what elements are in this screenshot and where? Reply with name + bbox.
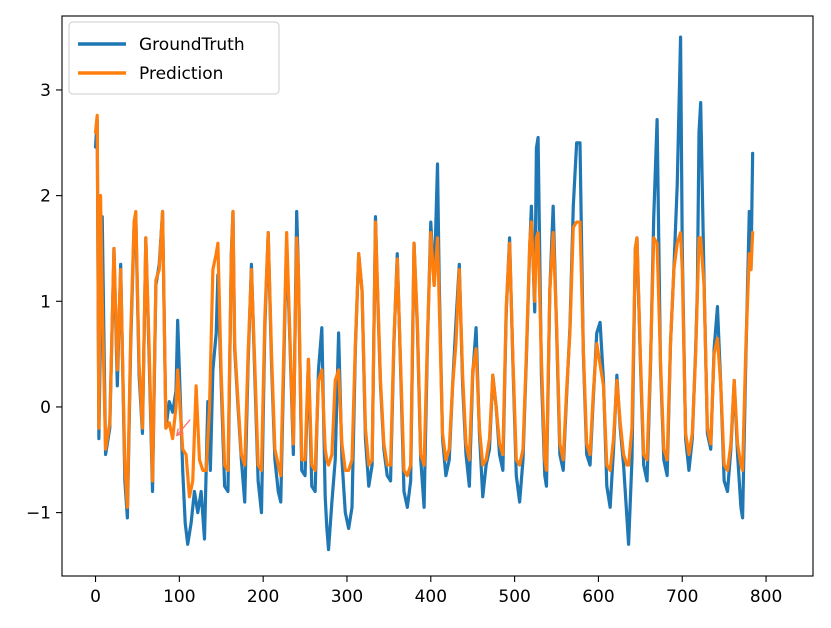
- series-line-prediction: [93, 113, 755, 509]
- y-tick-label: −1: [26, 504, 51, 524]
- x-tick-label: 500: [498, 587, 530, 607]
- x-tick-label: 800: [750, 587, 782, 607]
- x-axis: 0 100 200 300 400 500 600 700 800: [90, 576, 782, 607]
- legend-label-groundtruth: GroundTruth: [139, 35, 245, 55]
- legend: GroundTruth Prediction: [68, 21, 280, 95]
- series-line-groundtruth: [93, 35, 755, 552]
- annotation-layer: [175, 419, 191, 437]
- x-tick-label: 600: [582, 587, 614, 607]
- y-tick-label: 3: [40, 81, 51, 101]
- series-layer: [93, 35, 755, 552]
- y-tick-label: 0: [40, 398, 51, 418]
- plot-frame: [61, 15, 814, 577]
- x-tick-label: 300: [331, 587, 363, 607]
- y-tick-label: 2: [40, 187, 51, 207]
- legend-entry-groundtruth: GroundTruth: [78, 35, 245, 55]
- y-axis: −1 0 1 2 3: [26, 81, 62, 524]
- legend-box: [68, 21, 280, 95]
- x-tick-label: 200: [247, 587, 279, 607]
- x-tick-label: 0: [90, 587, 101, 607]
- x-tick-label: 400: [415, 587, 447, 607]
- legend-entry-prediction: Prediction: [78, 64, 223, 84]
- annotation-arrow-line: [176, 419, 191, 436]
- x-tick-label: 700: [666, 587, 698, 607]
- legend-label-prediction: Prediction: [139, 64, 223, 84]
- annotation-arrow-head: [175, 428, 184, 437]
- x-tick-label: 100: [163, 587, 195, 607]
- y-tick-label: 1: [40, 292, 51, 312]
